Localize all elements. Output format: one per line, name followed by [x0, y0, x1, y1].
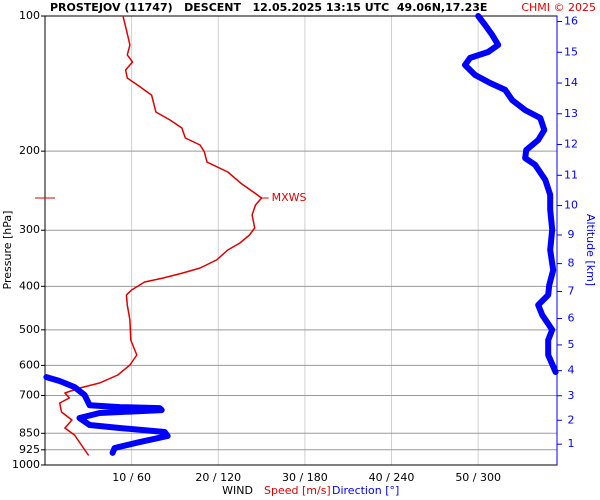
- y-axis-label: Pressure [hPa]: [1, 211, 14, 290]
- speed-line: [58, 15, 263, 456]
- y-tick-label: 300: [19, 223, 40, 236]
- annotation: MXWS: [272, 191, 307, 204]
- credit: CHMI © 2025: [521, 1, 596, 14]
- y2-tick-label: 7: [568, 284, 575, 297]
- direction-line: [43, 374, 171, 456]
- y2-tick-label: 12: [564, 138, 578, 151]
- legend-entry: Direction [°]: [332, 484, 399, 497]
- y2-tick-label: 13: [564, 107, 578, 120]
- y2-tick-label: 4: [568, 364, 575, 377]
- legend-entry: Speed [m/s]: [264, 484, 331, 497]
- y-tick-label: 1000: [12, 458, 40, 471]
- y2-tick-label: 10: [564, 199, 578, 212]
- y2-tick-label: 15: [564, 45, 578, 58]
- y2-tick-label: 8: [568, 257, 575, 270]
- x-tick-label: 50 / 300: [455, 471, 501, 484]
- x-tick-label: 10 / 60: [112, 471, 151, 484]
- y2-axis-label: Altitude [km]: [584, 214, 597, 286]
- y-tick-label: 100: [19, 9, 40, 22]
- y2-tick-label: 16: [564, 15, 578, 28]
- y2-tick-label: 11: [564, 168, 578, 181]
- y-tick-label: 500: [19, 323, 40, 336]
- y-tick-label: 700: [19, 388, 40, 401]
- x-tick-label: 30 / 180: [282, 471, 328, 484]
- direction-line: [462, 13, 559, 375]
- x-tick-label: 20 / 120: [195, 471, 241, 484]
- y2-tick-label: 9: [568, 228, 575, 241]
- y-tick-label: 600: [19, 358, 40, 371]
- y2-tick-label: 14: [564, 76, 578, 89]
- y2-tick-label: 1: [568, 437, 575, 450]
- y-tick-label: 925: [19, 443, 40, 456]
- y-tick-label: 400: [19, 279, 40, 292]
- y2-tick-label: 2: [568, 413, 575, 426]
- x-tick-label: 40 / 240: [369, 471, 415, 484]
- y2-tick-label: 6: [568, 312, 575, 325]
- y-tick-label: 850: [19, 426, 40, 439]
- y2-tick-label: 5: [568, 338, 575, 351]
- x-axis-label: WIND: [222, 484, 253, 497]
- chart-title: PROSTEJOV (11747) DESCENT 12.05.2025 13:…: [50, 1, 487, 14]
- y2-tick-label: 3: [568, 389, 575, 402]
- y-tick-label: 200: [19, 144, 40, 157]
